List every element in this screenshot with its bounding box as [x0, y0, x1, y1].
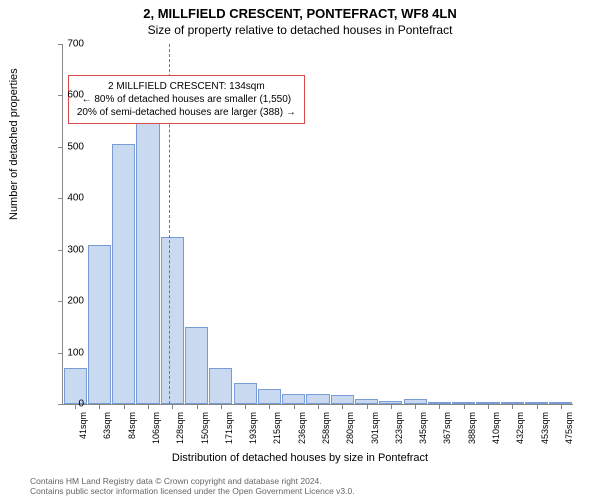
callout-line2: ← 80% of detached houses are smaller (1,…	[77, 93, 296, 106]
histogram-bar	[306, 394, 329, 404]
xtick-label: 193sqm	[248, 412, 258, 444]
xtick-mark	[318, 404, 319, 409]
xtick-label: 280sqm	[345, 412, 355, 444]
histogram-bar	[112, 144, 135, 404]
xtick-label: 367sqm	[442, 412, 452, 444]
xtick-mark	[245, 404, 246, 409]
ytick-label: 700	[44, 39, 84, 50]
xtick-mark	[439, 404, 440, 409]
ytick-label: 500	[44, 141, 84, 152]
footer-attribution: Contains HM Land Registry data © Crown c…	[30, 476, 355, 496]
xtick-label: 106sqm	[151, 412, 161, 444]
ytick-label: 200	[44, 296, 84, 307]
callout-line3: 20% of semi-detached houses are larger (…	[77, 106, 296, 119]
xtick-label: 63sqm	[102, 412, 112, 439]
xtick-mark	[172, 404, 173, 409]
histogram-bar	[209, 368, 232, 404]
histogram-bar	[331, 395, 354, 404]
histogram-bar	[258, 389, 281, 404]
xtick-label: 301sqm	[370, 412, 380, 444]
xtick-label: 258sqm	[321, 412, 331, 444]
histogram-bar	[136, 106, 159, 404]
xtick-label: 41sqm	[78, 412, 88, 439]
ytick-label: 0	[44, 399, 84, 410]
xtick-mark	[269, 404, 270, 409]
xtick-mark	[488, 404, 489, 409]
xtick-label: 84sqm	[127, 412, 137, 439]
footer-line-1: Contains HM Land Registry data © Crown c…	[30, 476, 355, 486]
chart-title-sub: Size of property relative to detached ho…	[0, 21, 600, 41]
callout-line1: 2 MILLFIELD CRESCENT: 134sqm	[77, 80, 296, 93]
xtick-mark	[512, 404, 513, 409]
histogram-bar	[282, 394, 305, 404]
xtick-mark	[294, 404, 295, 409]
xtick-label: 323sqm	[394, 412, 404, 444]
xtick-mark	[124, 404, 125, 409]
xtick-label: 171sqm	[224, 412, 234, 444]
xtick-mark	[464, 404, 465, 409]
xtick-label: 432sqm	[515, 412, 525, 444]
xtick-label: 410sqm	[491, 412, 501, 444]
chart-title-main: 2, MILLFIELD CRESCENT, PONTEFRACT, WF8 4…	[0, 0, 600, 21]
xtick-label: 475sqm	[564, 412, 574, 444]
y-axis-label: Number of detached properties	[8, 68, 20, 220]
xtick-mark	[221, 404, 222, 409]
xtick-mark	[99, 404, 100, 409]
xtick-mark	[391, 404, 392, 409]
xtick-mark	[367, 404, 368, 409]
xtick-label: 453sqm	[540, 412, 550, 444]
xtick-label: 128sqm	[175, 412, 185, 444]
chart-container: 2, MILLFIELD CRESCENT, PONTEFRACT, WF8 4…	[0, 0, 600, 500]
histogram-bar	[161, 237, 184, 404]
xtick-label: 345sqm	[418, 412, 428, 444]
ytick-label: 300	[44, 244, 84, 255]
xtick-label: 236sqm	[297, 412, 307, 444]
ytick-label: 100	[44, 347, 84, 358]
histogram-bar	[234, 383, 257, 404]
xtick-label: 388sqm	[467, 412, 477, 444]
xtick-label: 215sqm	[272, 412, 282, 444]
xtick-mark	[415, 404, 416, 409]
histogram-bar	[88, 245, 111, 404]
xtick-mark	[148, 404, 149, 409]
xtick-mark	[197, 404, 198, 409]
ytick-label: 400	[44, 193, 84, 204]
ytick-label: 600	[44, 90, 84, 101]
plot-area: 41sqm63sqm84sqm106sqm128sqm150sqm171sqm1…	[62, 44, 573, 405]
histogram-bar	[185, 327, 208, 404]
xtick-label: 150sqm	[200, 412, 210, 444]
xtick-mark	[561, 404, 562, 409]
xtick-mark	[537, 404, 538, 409]
callout-box: 2 MILLFIELD CRESCENT: 134sqm← 80% of det…	[68, 75, 305, 124]
x-axis-label: Distribution of detached houses by size …	[0, 452, 600, 464]
footer-line-2: Contains public sector information licen…	[30, 486, 355, 496]
xtick-mark	[342, 404, 343, 409]
